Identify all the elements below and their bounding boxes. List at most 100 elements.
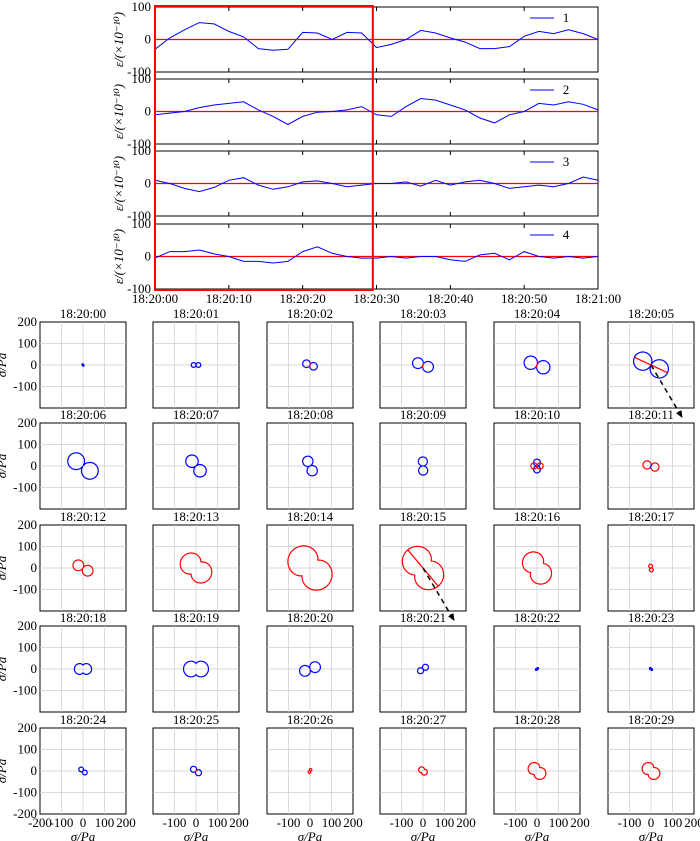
x-tick-label: 100 (322, 815, 342, 830)
stress-shape-group (417, 456, 429, 476)
x-axis-label: σ/Pa (184, 829, 209, 841)
stress-shape (81, 363, 85, 367)
y-axis-label: σ/Pa (0, 555, 9, 580)
stress-panel-2: 18:20:02 (266, 306, 354, 409)
stress-shape-group (648, 666, 654, 672)
y-tick-label: 200 (18, 618, 38, 633)
series-line-2 (154, 97, 599, 126)
y-tick-label: 0 (145, 176, 152, 191)
y-tick-label: 100 (132, 143, 152, 158)
panel-title: 18:20:11 (628, 407, 674, 422)
x-axis-label: σ/Pa (71, 829, 96, 841)
x-tick-label: 100 (208, 815, 228, 830)
y-tick-label: 100 (18, 742, 38, 757)
y-tick-label: 100 (18, 539, 38, 554)
panel-title: 18:20:19 (173, 610, 219, 625)
panel-title: 18:20:13 (173, 509, 219, 524)
stress-shape-group (530, 458, 544, 474)
x-tick-label: 0 (534, 815, 541, 830)
y-tick-label: -100 (127, 136, 151, 151)
stress-shape (299, 661, 321, 677)
stress-shape (73, 662, 93, 676)
y-tick-label: 0 (31, 560, 38, 575)
x-axis-label: σ/Pa (639, 829, 664, 841)
stress-panel-21: 18:20:21 (379, 610, 467, 713)
x-tick-label: 100 (549, 815, 569, 830)
stress-panel-4: 18:20:04 (493, 306, 581, 409)
panel-title: 18:20:03 (400, 306, 446, 321)
x-tick-label: 18:20:30 (353, 291, 399, 306)
y-tick-label: 0 (145, 32, 152, 47)
x-tick-label: -100 (618, 815, 642, 830)
x-tick-label: -200 (28, 815, 52, 830)
stress-panel-9: 18:20:09 (379, 407, 467, 510)
stress-shape (72, 559, 94, 577)
stress-panel-6: 18:20:06 -100 0 100 200 σ/Pa (0, 407, 127, 510)
x-tick-label: 18:20:40 (427, 291, 473, 306)
x-tick-label: 0 (80, 815, 87, 830)
x-tick-label: 0 (193, 815, 200, 830)
stress-shape-group (412, 357, 434, 373)
trend-arrow-head (448, 613, 455, 621)
trend-arrow (422, 567, 456, 622)
stress-shape-group (416, 663, 430, 675)
stress-shape-group (185, 454, 207, 478)
panel-title: 18:20:05 (628, 306, 674, 321)
stress-panel-23: 18:20:23 (607, 610, 695, 713)
stress-panel-22: 18:20:22 (493, 610, 581, 713)
y-tick-label: 100 (18, 336, 38, 351)
y-axis-label: ε/(×10⁻¹⁰) (111, 229, 126, 284)
x-axis-label: σ/Pa (298, 829, 323, 841)
y-tick-label: 0 (31, 661, 38, 676)
stress-minor-axis (535, 361, 539, 369)
legend-label: 1 (563, 10, 570, 25)
stress-shape-group (190, 362, 202, 368)
x-tick-label: 18:20:20 (280, 291, 326, 306)
stress-panel-15: 18:20:15 (379, 509, 467, 622)
y-axis-label: σ/Pa (0, 453, 9, 478)
stress-shape-group (648, 563, 654, 573)
stress-panel-27: 18:20:27 -100 0 100 200 σ/Pa (379, 712, 476, 841)
stress-panel-26: 18:20:26 -100 0 100 200 σ/Pa (266, 712, 363, 841)
stress-shape (302, 455, 318, 477)
stress-shape-group (534, 666, 540, 672)
stress-shape-group (81, 363, 85, 367)
stress-panel-17: 18:20:17 (607, 509, 695, 612)
stress-lobe-horizontal (530, 462, 544, 470)
panel-title: 18:20:25 (173, 712, 219, 727)
series-line-4 (154, 246, 599, 264)
trend-arrow-head (676, 410, 683, 418)
panel-title: 18:20:07 (173, 407, 220, 422)
stress-shape-group (299, 661, 321, 677)
stress-shape (185, 454, 207, 478)
x-tick-label: 18:20:50 (501, 291, 547, 306)
y-tick-label: -200 (13, 806, 37, 821)
stress-panel-5: 18:20:05 (607, 306, 695, 419)
x-tick-label: 200 (684, 815, 700, 830)
y-tick-label: 100 (18, 437, 38, 452)
stress-panel-13: 18:20:13 (152, 509, 240, 612)
panel-title: 18:20:09 (400, 407, 446, 422)
y-tick-label: 100 (132, 0, 152, 14)
stress-shape-group (189, 765, 203, 777)
x-tick-label: -100 (277, 815, 301, 830)
stress-shape-group (523, 355, 551, 375)
stress-shape (632, 351, 670, 379)
x-tick-label: 18:20:10 (206, 291, 252, 306)
panel-title: 18:20:01 (173, 306, 219, 321)
x-tick-label: 18:21:00 (575, 291, 621, 306)
stress-shape-group (179, 552, 213, 584)
stress-shape (67, 452, 99, 480)
stress-shape-group (72, 559, 94, 577)
panel-title: 18:20:04 (514, 306, 561, 321)
series-line-1 (154, 22, 599, 51)
stress-shape (287, 545, 333, 591)
stress-minor-axis (649, 463, 653, 469)
x-tick-label: 200 (570, 815, 590, 830)
y-tick-label: 100 (18, 640, 38, 655)
x-tick-label: 200 (116, 815, 136, 830)
panel-title: 18:20:17 (628, 509, 675, 524)
panel-title: 18:20:08 (287, 407, 333, 422)
